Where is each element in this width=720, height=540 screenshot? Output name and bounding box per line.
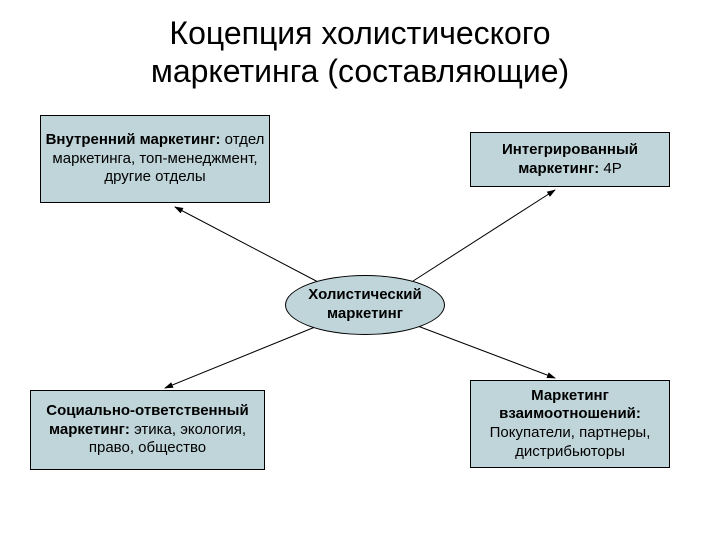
center-line-1: Холистический [308,286,421,303]
box-br-rest: Покупатели, партнеры, дистрибьюторы [490,424,651,460]
title-line-2: маркетинга (составляющие) [151,53,569,89]
box-internal-marketing: Внутренний маркетинг: отдел маркетинга, … [40,115,270,203]
box-social-marketing: Социально-ответственный маркетинг: этика… [30,390,265,470]
title-line-1: Коцепция холистического [169,15,550,51]
center-holistic-marketing: Холистический маркетинг [285,275,445,335]
box-br-bold: Маркетинг взаимоотношений: [499,387,641,423]
center-line-2: маркетинг [327,305,403,322]
box-tl-bold: Внутренний маркетинг: [46,131,221,148]
slide-title: Коцепция холистического маркетинга (сост… [0,0,720,91]
box-tr-rest: 4Р [599,160,622,177]
box-relationship-marketing: Маркетинг взаимоотношений: Покупатели, п… [470,380,670,468]
box-integrated-marketing: Интегрированный маркетинг: 4Р [470,132,670,187]
